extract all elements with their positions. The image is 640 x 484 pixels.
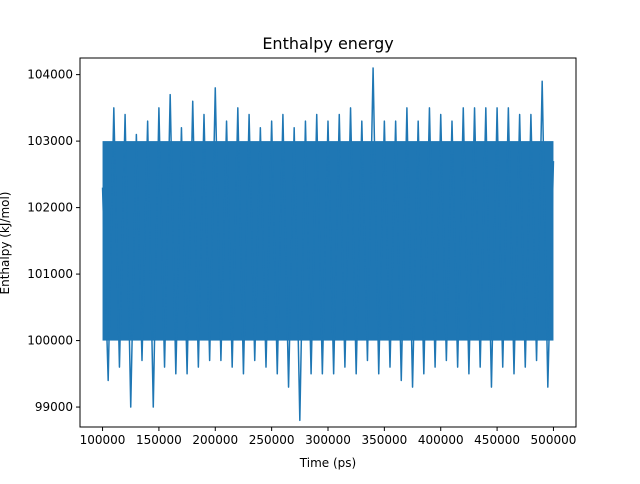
y-axis-label: Enthalpy (kJ/mol) bbox=[0, 192, 12, 295]
x-tick-label: 250000 bbox=[249, 433, 295, 447]
y-tick-label: 100000 bbox=[27, 334, 73, 348]
y-axis-ticks: 99000 100000 101000 102000 103000 104000 bbox=[27, 68, 80, 414]
y-tick-label: 104000 bbox=[27, 68, 73, 82]
y-tick-label: 102000 bbox=[27, 201, 73, 215]
series-line-layer bbox=[101, 67, 555, 422]
chart-title: Enthalpy energy bbox=[262, 34, 393, 53]
y-tick-label: 103000 bbox=[27, 134, 73, 148]
x-tick-label: 150000 bbox=[136, 433, 182, 447]
x-tick-label: 450000 bbox=[474, 433, 520, 447]
x-tick-label: 200000 bbox=[192, 433, 238, 447]
series-fill-band bbox=[102, 141, 554, 341]
y-tick-label: 99000 bbox=[35, 400, 73, 414]
x-tick-label: 100000 bbox=[80, 433, 126, 447]
x-tick-label: 300000 bbox=[305, 433, 351, 447]
y-tick-label: 101000 bbox=[27, 267, 73, 281]
x-axis-label: Time (ps) bbox=[299, 456, 356, 470]
x-tick-label: 350000 bbox=[361, 433, 407, 447]
series-dense-band bbox=[102, 141, 554, 341]
x-tick-label: 500000 bbox=[531, 433, 577, 447]
series-line bbox=[101, 67, 555, 422]
x-axis-ticks: 100000 150000 200000 250000 300000 350000 4000… bbox=[80, 427, 577, 447]
x-tick-label: 400000 bbox=[418, 433, 464, 447]
